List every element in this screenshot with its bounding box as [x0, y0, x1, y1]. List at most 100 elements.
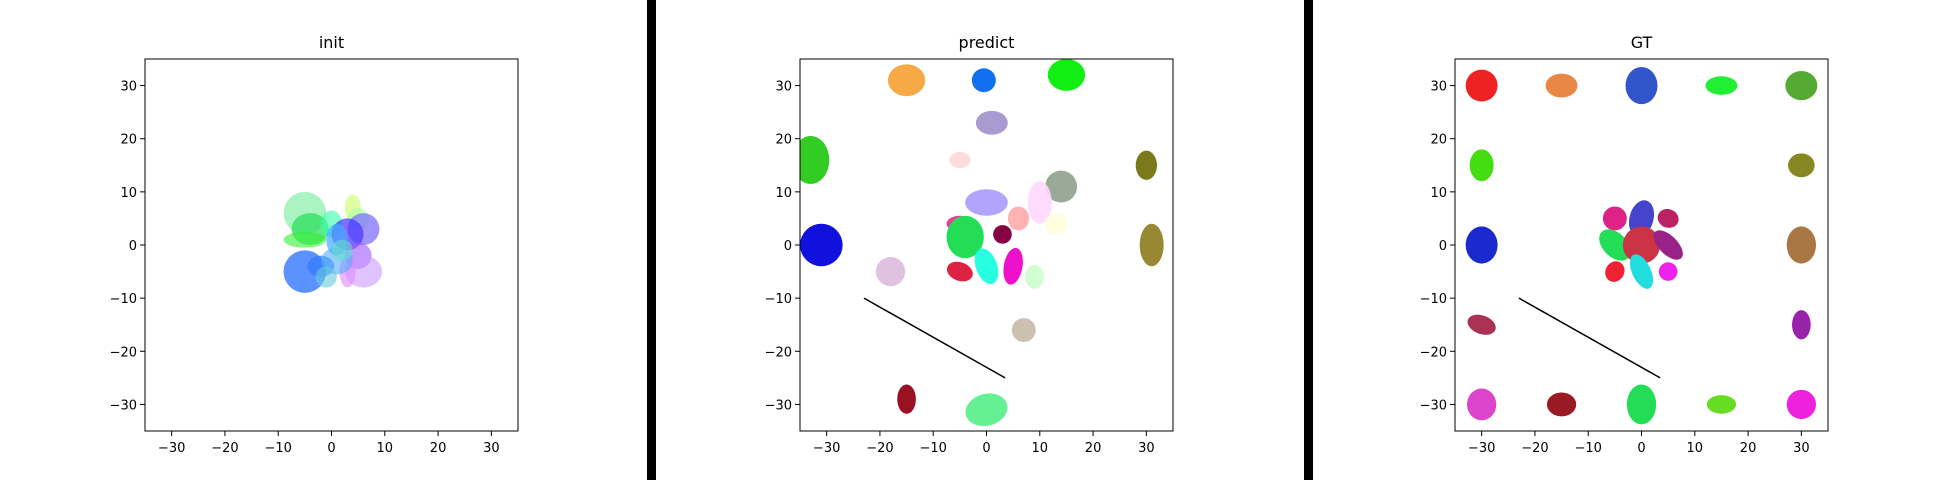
x-tick-label: 30: [1138, 441, 1155, 456]
x-tick-label: −20: [866, 441, 893, 456]
ellipse-marker: [315, 266, 337, 288]
ellipse-marker: [1135, 150, 1158, 180]
x-tick-label: 20: [1085, 441, 1102, 456]
y-tick-label: −30: [765, 398, 792, 413]
ellipse-marker: [331, 239, 353, 261]
x-tick-label: 20: [1740, 441, 1757, 456]
y-tick-label: −30: [1420, 398, 1447, 413]
subplot-init: init −30 −20 −10 0 10 20 30 −30 −20 −10 0 10 20 30: [110, 33, 519, 456]
ellipse-marker: [974, 248, 999, 285]
ellipse-marker: [1792, 310, 1811, 340]
plot-area: [1465, 66, 1818, 425]
segment-line: [863, 297, 1006, 379]
ellipse-marker: [949, 152, 971, 168]
ellipse-marker: [971, 68, 996, 93]
ellipse-marker: [1786, 389, 1817, 420]
ellipse-marker: [1045, 213, 1067, 235]
ellipse-marker: [946, 215, 984, 259]
plot-area: [283, 191, 383, 293]
ellipse-marker: [975, 110, 1008, 135]
y-tick-label: 20: [120, 133, 137, 148]
ellipse-marker: [993, 225, 1012, 244]
subplot-title: GT: [1631, 33, 1653, 52]
ellipse-marker: [1625, 66, 1658, 105]
ellipse-marker: [1003, 247, 1023, 285]
y-tick-label: 30: [775, 80, 792, 95]
ellipse-marker: [1788, 153, 1815, 178]
divider-bar: [647, 0, 656, 480]
ellipse-marker: [1599, 229, 1631, 261]
x-tick-label: −20: [211, 441, 238, 456]
x-tick-label: 0: [1637, 441, 1645, 456]
y-tick-label: 10: [1430, 186, 1447, 201]
x-tick-label: 10: [377, 441, 394, 456]
y-tick-label: 10: [775, 186, 792, 201]
y-tick-label: −10: [765, 292, 792, 307]
ellipse-marker: [1605, 261, 1625, 282]
y-tick-label: 10: [120, 186, 137, 201]
ellipse-marker: [965, 393, 1008, 427]
subplot-gt: GT −30 −20 −10 0 10 20 30 −30 −20 −10 0 10 20 30: [1420, 33, 1829, 456]
ellipse-marker: [965, 189, 1008, 216]
x-tick-label: 30: [483, 441, 500, 456]
y-tick-label: 0: [129, 239, 137, 254]
y-tick-label: 20: [775, 133, 792, 148]
ellipse-marker: [1705, 76, 1738, 95]
ellipse-marker: [1466, 388, 1497, 421]
y-tick-label: 0: [784, 239, 792, 254]
ellipse-marker: [283, 231, 327, 248]
ellipse-marker: [1045, 170, 1078, 203]
ellipse-marker: [800, 223, 843, 267]
y-tick-label: −20: [110, 345, 137, 360]
y-tick-label: 30: [1430, 80, 1447, 95]
y-tick-label: −30: [110, 398, 137, 413]
y-tick-label: 30: [120, 80, 137, 95]
ellipse-marker: [946, 261, 973, 282]
ellipse-marker: [897, 384, 916, 414]
segment-line: [1518, 297, 1661, 379]
ellipse-marker: [1545, 73, 1578, 98]
ellipse-marker: [1706, 395, 1737, 414]
y-tick-label: 0: [1439, 239, 1447, 254]
ellipse-marker: [1626, 384, 1657, 425]
ellipse-marker: [1465, 69, 1498, 102]
subplot-predict: predict −30 −20 −10 0 10 20 30 −30 −20 −10 0 10 20 30: [765, 33, 1174, 456]
y-tick-label: 20: [1430, 133, 1447, 148]
ellipse-marker: [283, 250, 327, 293]
ellipse-marker: [1465, 226, 1498, 264]
subplot-title: init: [319, 33, 344, 52]
ellipse-marker: [1785, 70, 1818, 101]
subplot-title: predict: [959, 33, 1015, 52]
x-tick-label: −30: [813, 441, 840, 456]
ellipse-marker: [1658, 262, 1678, 281]
ellipse-marker: [1047, 59, 1086, 91]
ellipse-marker: [1653, 230, 1683, 260]
ellipse-marker: [1786, 226, 1817, 264]
x-tick-label: 10: [1032, 441, 1049, 456]
ellipse-marker: [1469, 149, 1494, 182]
x-tick-label: 0: [982, 441, 990, 456]
x-tick-label: −10: [919, 441, 946, 456]
ellipse-marker: [1011, 318, 1036, 342]
x-tick-label: −20: [1521, 441, 1548, 456]
divider-bar: [1304, 0, 1313, 480]
x-tick-label: 0: [327, 441, 335, 456]
plot-area: [800, 59, 1164, 427]
x-tick-label: −10: [1574, 441, 1601, 456]
y-tick-label: −20: [765, 345, 792, 360]
ellipse-marker: [875, 256, 906, 287]
x-tick-label: −30: [158, 441, 185, 456]
ellipse-marker: [1657, 208, 1679, 228]
ellipse-marker: [1027, 181, 1052, 224]
ellipse-marker: [1622, 226, 1661, 264]
ellipse-marker: [800, 136, 830, 184]
x-tick-label: −30: [1468, 441, 1495, 456]
ellipse-marker: [1467, 314, 1496, 335]
ellipse-marker: [1602, 206, 1627, 231]
ellipse-marker: [1546, 392, 1577, 417]
x-tick-label: −10: [264, 441, 291, 456]
y-tick-label: −10: [1420, 292, 1447, 307]
ellipse-marker: [887, 64, 926, 97]
ellipse-marker: [1139, 223, 1164, 267]
